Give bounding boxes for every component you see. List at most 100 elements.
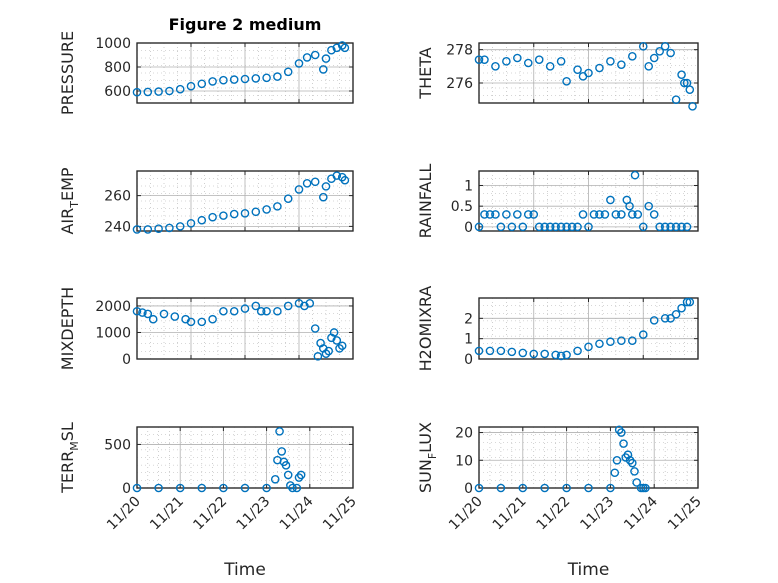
data-point: [671, 95, 681, 104]
data-point: [644, 201, 654, 211]
data-point: [270, 474, 280, 484]
data-point: [318, 65, 328, 74]
subplot-pressure: 600 800 1000 PRESSURE: [58, 31, 354, 115]
data-point: [688, 102, 697, 111]
data-point: [186, 219, 196, 228]
data-point: [251, 301, 261, 311]
y-tick-label: 260: [104, 189, 131, 205]
data-point: [523, 58, 533, 68]
data-point: [262, 483, 271, 493]
data-point: [132, 483, 142, 493]
data-point: [159, 309, 169, 319]
data-point: [584, 222, 593, 232]
data-point: [556, 351, 566, 361]
data-point: [154, 483, 163, 493]
data-point: [502, 210, 511, 219]
data-point: [513, 210, 522, 219]
data-point: [638, 222, 648, 232]
axes-border: [136, 42, 354, 104]
axes-border: [478, 426, 699, 489]
data-point: [617, 336, 626, 346]
data-point: [660, 314, 670, 323]
data-point: [154, 224, 163, 233]
y-tick-label: 0: [122, 481, 131, 497]
data-point: [273, 306, 282, 316]
data-point: [612, 455, 622, 465]
data-point: [480, 55, 489, 64]
data-point: [502, 57, 511, 66]
data-point: [666, 48, 675, 58]
data-point: [273, 202, 282, 211]
data-point: [617, 210, 626, 219]
data-point: [610, 468, 620, 478]
data-point: [332, 171, 342, 180]
data-point: [584, 342, 593, 352]
data-point: [584, 483, 593, 493]
data-point: [251, 207, 261, 217]
data-point: [273, 72, 282, 81]
data-point: [335, 344, 344, 353]
data-point: [545, 62, 555, 71]
data-point: [283, 194, 293, 203]
data-point: [143, 225, 153, 234]
data-point: [240, 209, 250, 218]
data-point: [175, 483, 185, 493]
y-axis-label: RAINFALL: [416, 164, 435, 239]
data-point: [294, 185, 304, 194]
data-point: [551, 350, 560, 360]
data-point: [619, 439, 628, 448]
data-point: [617, 428, 626, 437]
data-point: [562, 350, 571, 360]
data-point: [281, 461, 291, 470]
x-tick-label: 11/21: [490, 494, 530, 534]
data-point: [294, 59, 304, 68]
subplot-h2omixra: 0 1 2 H2OMIXRA: [416, 286, 699, 371]
subplot-theta: 276 278 THETA: [416, 42, 699, 111]
y-tick-label: 0.5: [451, 199, 473, 215]
data-point: [485, 346, 495, 356]
data-point: [154, 87, 163, 96]
data-point: [321, 54, 331, 63]
y-tick-label: 500: [104, 437, 131, 453]
x-tick-label: 11/23: [577, 494, 617, 534]
y-tick-label: 800: [104, 60, 131, 76]
x-axis-label: Time: [223, 560, 266, 580]
data-point: [256, 306, 266, 316]
data-point: [680, 78, 689, 88]
data-point: [283, 470, 293, 480]
data-point: [219, 483, 228, 493]
y-tick-label: 0: [464, 352, 473, 368]
data-point: [229, 306, 239, 316]
data-point: [534, 55, 544, 64]
data-point: [551, 222, 560, 232]
data-point: [318, 192, 328, 202]
data-point: [170, 312, 180, 321]
data-point: [628, 336, 637, 346]
data-point: [628, 52, 637, 61]
data-point: [491, 62, 500, 71]
data-point: [606, 337, 615, 347]
data-point: [327, 45, 336, 55]
data-point: [529, 349, 539, 359]
y-tick-label: 10: [455, 453, 473, 469]
data-point: [305, 299, 315, 308]
data-point: [606, 57, 615, 66]
data-point: [219, 211, 228, 220]
data-point: [649, 210, 659, 219]
data-point: [296, 470, 306, 480]
y-tick-label: 1: [464, 178, 473, 194]
data-point: [507, 347, 517, 357]
data-point: [633, 210, 643, 219]
x-axis-label: Time: [567, 560, 610, 580]
data-point: [671, 309, 681, 319]
data-point: [294, 473, 304, 482]
data-point: [611, 210, 621, 219]
data-point: [625, 201, 634, 211]
data-point: [562, 77, 571, 86]
data-point: [302, 53, 312, 62]
y-tick-label: 20: [455, 426, 473, 442]
data-point: [534, 222, 544, 232]
data-point: [660, 222, 670, 232]
data-point: [628, 210, 637, 219]
